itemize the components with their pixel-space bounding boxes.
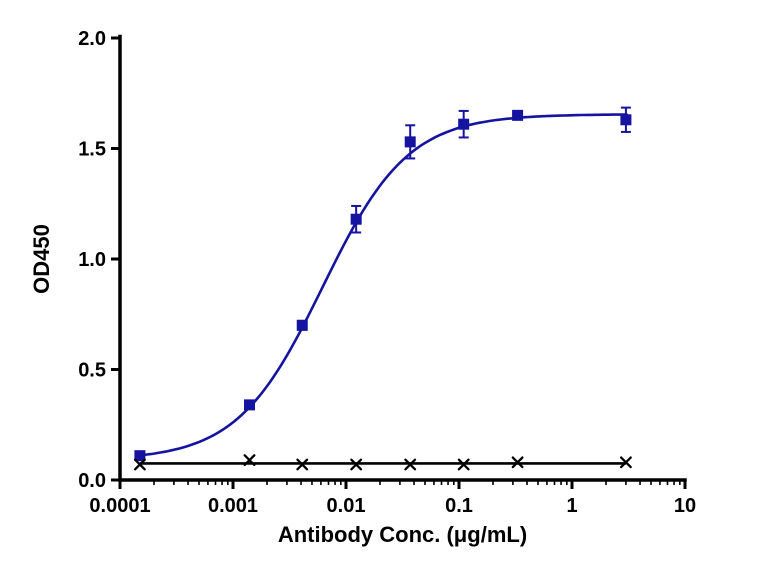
x-marker: [619, 456, 632, 469]
x-marker: [243, 454, 256, 467]
x-tick-label: 0.1: [445, 495, 473, 517]
square-marker: [244, 399, 256, 411]
x-tick-label: 0.0001: [89, 495, 150, 517]
square-marker: [512, 109, 524, 121]
square-marker: [404, 136, 416, 148]
y-tick-label: 1.0: [78, 249, 106, 271]
x-marker: [457, 458, 470, 471]
x-marker: [350, 458, 363, 471]
fit-curve-antibody-binding: [135, 113, 628, 457]
x-tick-label: 1: [566, 495, 577, 517]
axes-frame: [118, 34, 687, 482]
x-tick-label: 0.001: [208, 495, 258, 517]
x-tick-label: 10: [674, 495, 696, 517]
y-tick-label: 0.0: [78, 470, 106, 492]
x-tick-label: 0.01: [327, 495, 366, 517]
square-marker: [458, 118, 470, 130]
square-marker: [296, 319, 308, 331]
square-marker: [134, 450, 146, 462]
square-marker: [350, 213, 362, 225]
x-marker: [133, 458, 146, 471]
x-axis-title: Antibody Conc. (μg/mL): [277, 522, 528, 547]
y-axis-title: OD450: [29, 224, 54, 294]
y-tick-label: 1.5: [78, 139, 106, 161]
y-tick-label: 0.5: [78, 360, 106, 382]
y-tick-label: 2.0: [78, 28, 106, 50]
square-marker: [620, 114, 632, 126]
x-marker: [296, 458, 309, 471]
x-marker: [511, 456, 524, 469]
x-marker: [404, 458, 417, 471]
